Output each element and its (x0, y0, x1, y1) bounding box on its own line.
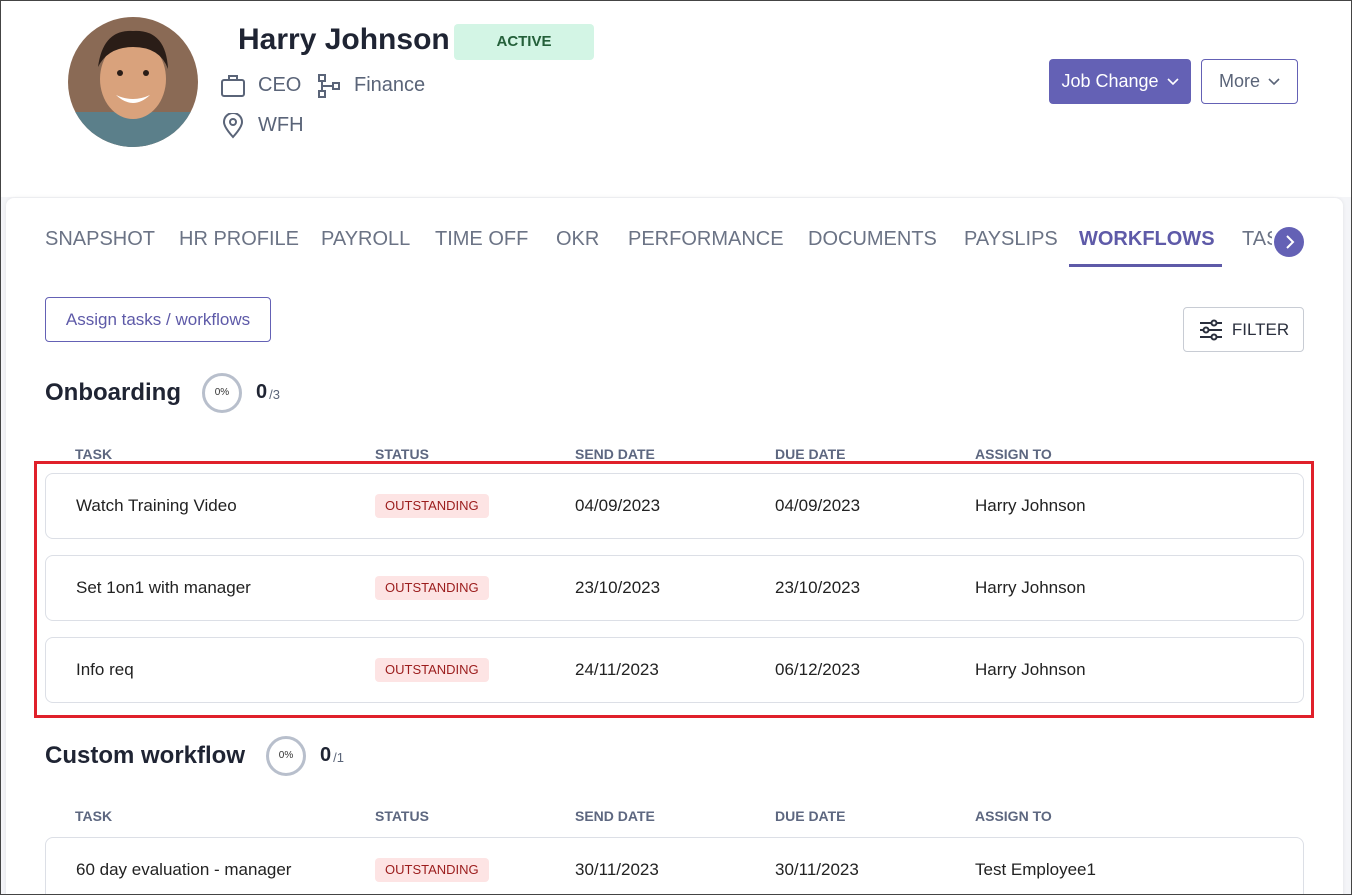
cell: 04/09/2023 (775, 496, 861, 515)
department-icon (318, 74, 340, 98)
briefcase-icon (221, 75, 245, 97)
cell: Info req (76, 660, 134, 679)
completed-count: 0 (255, 381, 268, 403)
more-button[interactable]: More (1201, 59, 1298, 104)
cell: Watch Training Video (76, 496, 237, 515)
cell: Set 1on1 with manager (76, 578, 251, 597)
column-header: STATUS (375, 446, 429, 462)
tab[interactable]: OKR (556, 228, 600, 250)
tab[interactable]: TAS (1242, 228, 1272, 250)
status-badge: OUTSTANDING (375, 576, 489, 600)
column-header: SEND DATE (575, 808, 655, 824)
tab[interactable]: TIME OFF (435, 228, 529, 250)
department: Finance (354, 74, 426, 96)
cell: Harry Johnson (975, 496, 1086, 515)
location-icon (222, 113, 244, 139)
chevron (1166, 77, 1179, 85)
task-row[interactable] (45, 637, 1304, 703)
progress-ring: 0% (266, 736, 307, 776)
column-header: DUE DATE (775, 446, 846, 462)
active-tab-underline (1069, 264, 1222, 267)
chevron (1268, 77, 1280, 85)
task-row[interactable] (45, 555, 1304, 621)
status-badge: ACTIVE (454, 24, 594, 60)
column-header: SEND DATE (575, 446, 655, 462)
tab[interactable]: PAYROLL (321, 228, 411, 250)
location: WFH (258, 114, 304, 136)
cell: 30/11/2023 (575, 860, 659, 879)
role: CEO (258, 74, 302, 96)
cell: 24/11/2023 (575, 660, 659, 679)
tab[interactable]: SNAPSHOT (45, 228, 156, 250)
task-row[interactable] (45, 473, 1304, 539)
tab[interactable]: HR PROFILE (179, 228, 300, 250)
column-header: TASK (75, 446, 113, 462)
task-row[interactable] (45, 837, 1304, 894)
cell: 23/10/2023 (775, 578, 861, 597)
status-badge: OUTSTANDING (375, 494, 489, 518)
arrow-icon (1286, 235, 1295, 249)
total-count: /3 (269, 387, 280, 402)
button-label: FILTER (1231, 319, 1290, 339)
cell: 60 day evaluation - manager (76, 860, 292, 879)
cell: Test Employee1 (975, 860, 1096, 879)
cell: 06/12/2023 (775, 660, 861, 679)
assign-button[interactable]: Assign tasks / workflows (45, 297, 271, 342)
workflow-title: Onboarding (45, 379, 181, 406)
filter-icon (1199, 319, 1222, 340)
status-badge: OUTSTANDING (375, 858, 489, 882)
tab-scroll-button[interactable] (1274, 227, 1304, 257)
cell: 30/11/2023 (775, 860, 859, 879)
job-change-button[interactable]: Job Change (1049, 59, 1191, 104)
column-header: ASSIGN TO (975, 446, 1052, 462)
cell: 04/09/2023 (575, 496, 661, 515)
filter-button[interactable]: FILTER (1183, 307, 1304, 352)
status-badge: OUTSTANDING (375, 658, 489, 682)
cell: Harry Johnson (975, 660, 1086, 679)
column-header: TASK (75, 808, 113, 824)
avatar (68, 17, 198, 147)
cell: Harry Johnson (975, 578, 1086, 597)
cell: 23/10/2023 (575, 578, 661, 597)
tab[interactable]: WORKFLOWS (1079, 228, 1215, 250)
completed-count: 0 (320, 744, 332, 766)
button-label: Job Change (1061, 71, 1159, 91)
column-header: ASSIGN TO (975, 808, 1052, 824)
total-count: /1 (333, 750, 344, 765)
employee-name: Harry Johnson (238, 23, 450, 56)
workflow-title: Custom workflow (45, 742, 246, 769)
tab[interactable]: PERFORMANCE (628, 228, 784, 250)
button-label: More (1218, 71, 1260, 91)
tab[interactable]: PAYSLIPS (964, 228, 1058, 250)
column-header: DUE DATE (775, 808, 846, 824)
progress-ring: 0% (201, 373, 242, 413)
tab[interactable]: DOCUMENTS (808, 228, 937, 250)
column-header: STATUS (375, 808, 429, 824)
